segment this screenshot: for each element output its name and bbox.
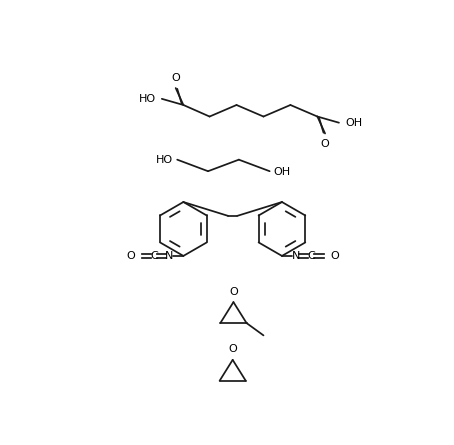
Text: OH: OH	[345, 117, 362, 128]
Text: N: N	[291, 251, 300, 261]
Text: O: O	[331, 251, 339, 261]
Text: N: N	[165, 251, 174, 261]
Text: C: C	[150, 251, 158, 261]
Text: O: O	[228, 344, 237, 355]
Text: O: O	[171, 73, 180, 83]
Text: HO: HO	[156, 155, 173, 166]
Text: HO: HO	[138, 94, 156, 104]
Text: C: C	[307, 251, 315, 261]
Text: O: O	[229, 287, 238, 297]
Text: OH: OH	[273, 167, 291, 177]
Text: O: O	[126, 251, 135, 261]
Text: O: O	[321, 139, 330, 149]
